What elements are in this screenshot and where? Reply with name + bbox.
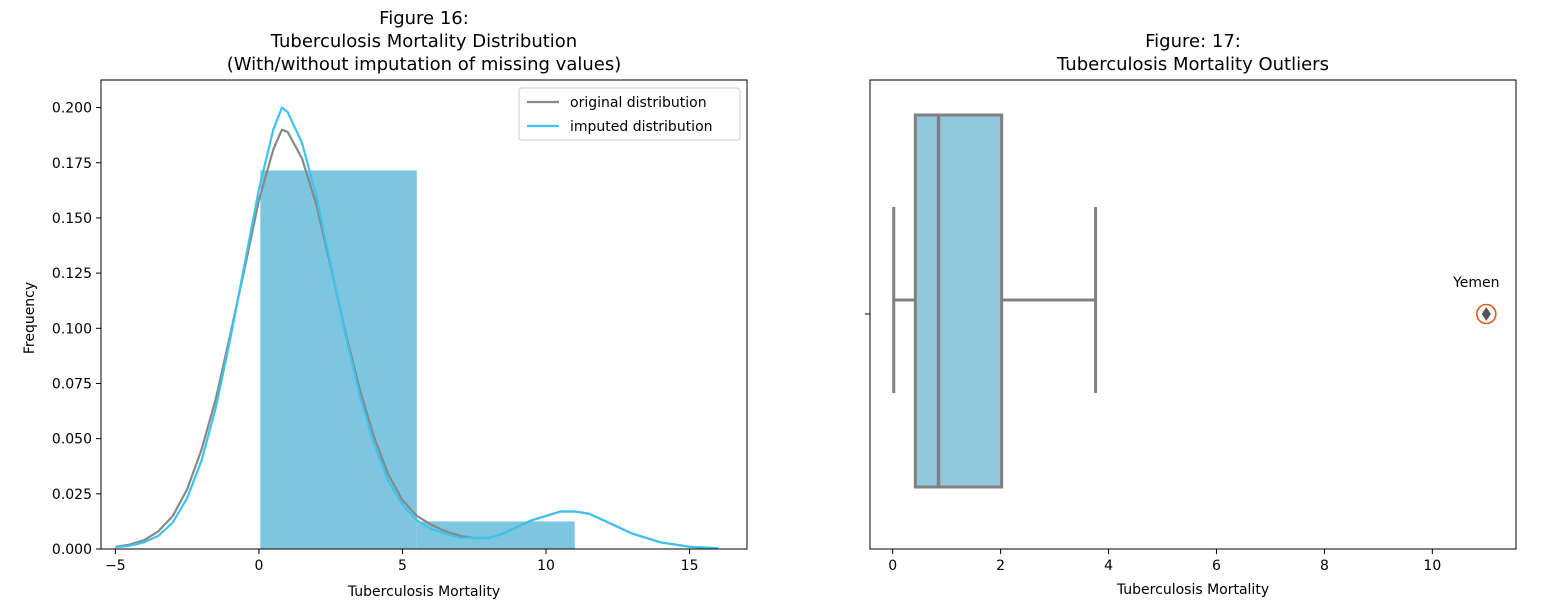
chart1-title-line-3: (With/without imputation of missing valu…	[227, 54, 622, 75]
chart1-y-ticks: 0.000 0.025 0.050 0.075 0.100 0.125 0.150 0.175…	[52, 101, 101, 558]
chart1-legend: original distribution imputed distributi…	[518, 87, 741, 141]
x-tick-label: 2	[996, 558, 1005, 574]
chart1-title-line-1: Figure 16:	[379, 8, 469, 29]
y-tick-label: 0.150	[52, 211, 92, 227]
chart1-title-line-2: Tuberculosis Mortality Distribution	[270, 31, 577, 52]
y-tick-label: 0.000	[52, 542, 92, 558]
chart2-title-line-1: Figure: 17:	[1145, 31, 1241, 52]
y-tick-label: 0.050	[52, 432, 92, 448]
histogram-bars	[260, 170, 575, 549]
x-tick-label: 10	[1423, 558, 1441, 574]
chart2-x-ticks: 0 2 4 6 8 10	[888, 549, 1441, 574]
chart2-x-axis-label: Tuberculosis Mortality	[1116, 582, 1269, 598]
x-tick-label: 6	[1212, 558, 1221, 574]
kde-line-original	[115, 128, 719, 550]
chart2-title-line-2: Tuberculosis Mortality Outliers	[1056, 54, 1329, 75]
x-tick-label: 4	[1104, 558, 1113, 574]
y-tick-label: 0.175	[52, 156, 92, 172]
legend-label-imputed: imputed distribution	[570, 119, 713, 135]
y-tick-label: 0.125	[52, 266, 92, 282]
legend-label-original: original distribution	[570, 95, 707, 111]
histogram-bar-1	[260, 170, 417, 549]
x-tick-label: 0	[888, 558, 897, 574]
legend-frame	[518, 87, 741, 141]
x-tick-label: 10	[537, 558, 555, 574]
outlier-marker	[1481, 307, 1491, 321]
kde-line-imputed	[115, 106, 719, 550]
kde-lines	[115, 106, 719, 550]
histogram-kde-chart: Figure 16: Tuberculosis Mortality Distri…	[22, 8, 748, 600]
x-tick-label: 15	[681, 558, 699, 574]
chart1-x-axis-label: Tuberculosis Mortality	[347, 584, 500, 600]
interquartile-box	[913, 113, 1004, 489]
chart1-y-axis-label: Frequency	[22, 282, 38, 354]
x-tick-label: 8	[1320, 558, 1329, 574]
y-tick-label: 0.025	[52, 487, 92, 503]
y-tick-label: 0.075	[52, 376, 92, 392]
x-tick-label: 0	[254, 558, 263, 574]
x-tick-label: 5	[398, 558, 407, 574]
outlier-highlight-circle	[1476, 303, 1497, 325]
boxplot-elements: Yemen	[892, 113, 1500, 489]
chart1-x-ticks: −5 0 5 10 15	[105, 549, 698, 574]
chart1-plot-frame	[100, 79, 748, 550]
boxplot-chart: Figure: 17: Tuberculosis Mortality Outli…	[865, 31, 1517, 598]
x-tick-label: −5	[105, 558, 126, 574]
outlier-label: Yemen	[1452, 275, 1499, 291]
y-tick-label: 0.200	[52, 101, 92, 117]
y-tick-label: 0.100	[52, 321, 92, 337]
